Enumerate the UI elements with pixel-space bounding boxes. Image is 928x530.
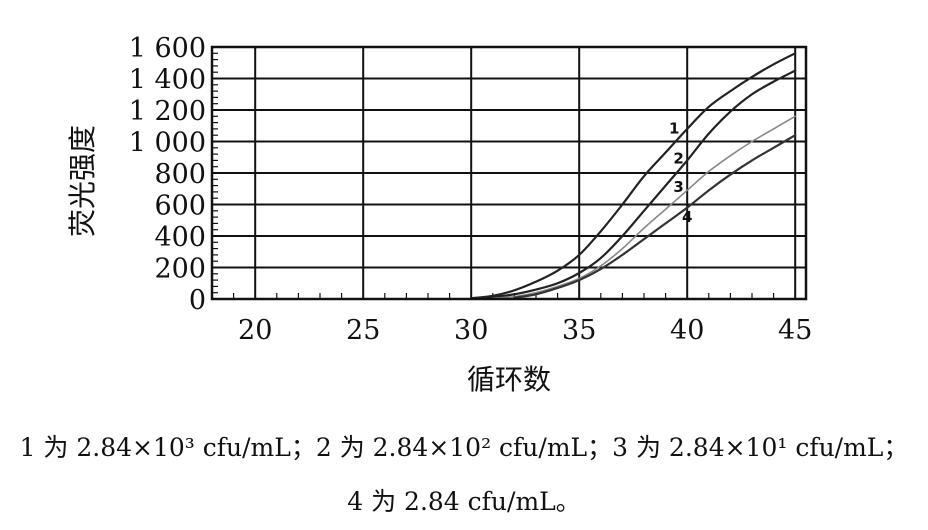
y-tick-label: 1 000 (129, 128, 206, 159)
y-tick-label: 1 400 (129, 65, 206, 96)
y-tick-label: 0 (189, 285, 206, 316)
y-axis-title: 荧光强度 (66, 125, 99, 237)
x-tick-label: 40 (670, 315, 704, 346)
y-tick-label: 200 (154, 254, 206, 285)
x-axis-title: 循环数 (467, 363, 551, 396)
y-tick-label: 800 (154, 159, 206, 190)
y-tick-label: 400 (154, 222, 206, 253)
series-layer (470, 52, 797, 300)
x-tick-label: 20 (238, 315, 272, 346)
series-label-4: 4 (682, 208, 692, 226)
series-label-3: 3 (673, 178, 683, 196)
y-tick-label: 1 600 (129, 33, 206, 64)
x-tick-label: 35 (562, 315, 596, 346)
series-label-1: 1 (669, 120, 679, 138)
caption-line-2: 4 为 2.84 cfu/mL。 (347, 487, 581, 516)
grid-layer (212, 46, 806, 299)
series-line-1 (470, 52, 797, 300)
x-tick-label: 25 (346, 315, 380, 346)
series-line-3 (492, 115, 796, 300)
plot-frame (210, 45, 808, 301)
series-line-4 (513, 134, 797, 299)
x-tick-label: 30 (454, 315, 488, 346)
series-line-2 (470, 69, 797, 300)
series-label-2: 2 (673, 150, 683, 168)
y-tick-label: 600 (154, 191, 206, 222)
y-tick-label: 1 200 (129, 96, 206, 127)
x-tick-label: 45 (778, 315, 812, 346)
axis-layer (210, 45, 808, 301)
caption-line-1: 1 为 2.84×10³ cfu/mL；2 为 2.84×10² cfu/mL；… (19, 433, 909, 462)
